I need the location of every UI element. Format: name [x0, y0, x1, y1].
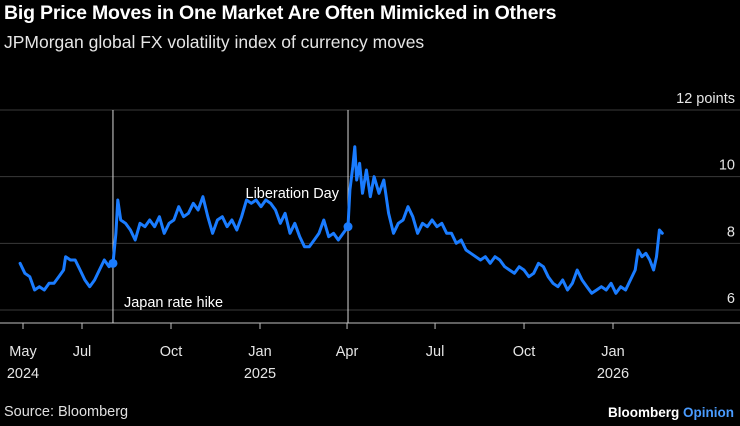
x-tick-label: Jan	[601, 344, 624, 360]
series-layer	[18, 145, 664, 295]
source-note: Source: Bloomberg	[4, 404, 129, 420]
chart-subtitle: JPMorgan global FX volatility index of c…	[4, 32, 425, 52]
x-tick-year-label: 2026	[597, 366, 629, 382]
annotations	[112, 110, 349, 323]
series-line	[18, 145, 664, 295]
brand-main: Bloomberg	[607, 405, 680, 420]
chart-title: Big Price Moves in One Market Are Often …	[4, 2, 557, 24]
y-tick-label: 6	[727, 291, 735, 307]
x-tick-label: Jan	[248, 344, 271, 360]
x-tick-label: May	[9, 344, 37, 360]
y-tick-label: 8	[727, 224, 735, 240]
x-tick-label: Jul	[73, 344, 92, 360]
x-tick-label: Oct	[160, 344, 183, 360]
y-tick-label: 12 points	[676, 91, 735, 107]
x-tick-label: Jul	[426, 344, 445, 360]
y-tick-label: 10	[719, 158, 735, 174]
x-tick-label: Oct	[513, 344, 536, 360]
brand-logo: Bloomberg Opinion	[608, 405, 734, 420]
x-tick-year-label: 2024	[7, 366, 39, 382]
axis-labels: 6 8 10 12 points May 2024 Jul Oct Jan 2025 Apr Jul O…	[7, 91, 735, 382]
brand-accent: Opinion	[683, 405, 734, 420]
x-tick-year-label: 2025	[244, 366, 276, 382]
grid-lines	[0, 109, 740, 311]
annotation-marker	[108, 258, 118, 268]
x-axis	[0, 322, 740, 329]
x-tick-label: Apr	[336, 344, 359, 360]
annotation-label: Japan rate hike	[124, 295, 223, 311]
annotation-marker	[343, 222, 353, 232]
annotation-label: Liberation Day	[246, 186, 340, 202]
